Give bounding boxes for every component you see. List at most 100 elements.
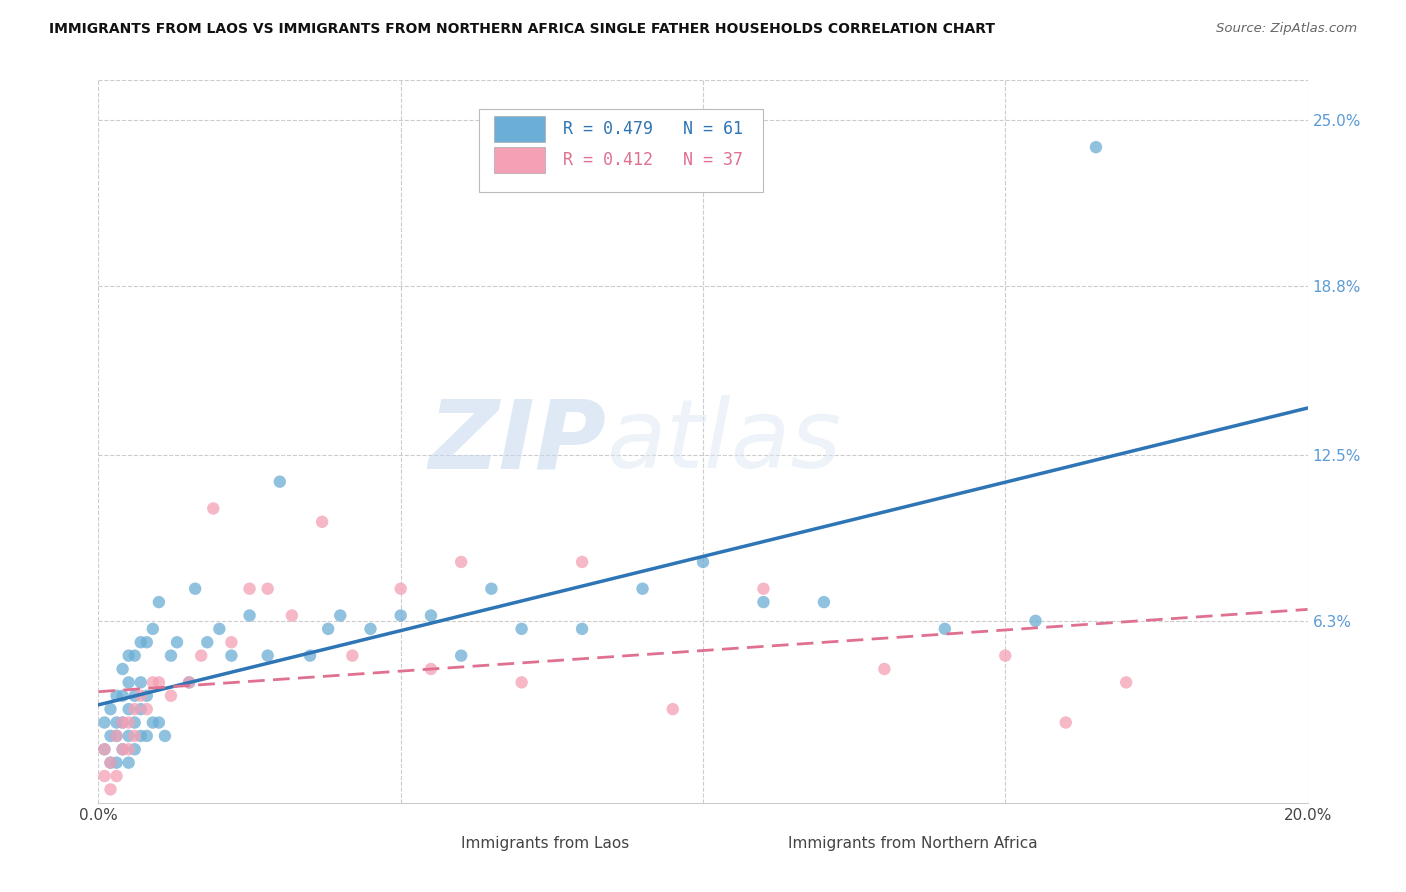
Point: [135, 729, 157, 743]
Point: [239, 608, 262, 623]
Point: [510, 622, 533, 636]
Point: [481, 582, 503, 596]
Point: [256, 582, 278, 596]
Text: IMMIGRANTS FROM LAOS VS IMMIGRANTS FROM NORTHERN AFRICA SINGLE FATHER HOUSEHOLDS: IMMIGRANTS FROM LAOS VS IMMIGRANTS FROM …: [49, 22, 995, 37]
Point: [239, 582, 262, 596]
Point: [100, 756, 122, 770]
Point: [1115, 675, 1137, 690]
FancyBboxPatch shape: [479, 109, 763, 193]
Text: atlas: atlas: [606, 395, 841, 488]
Point: [100, 702, 122, 716]
Point: [124, 648, 146, 663]
Point: [661, 702, 683, 716]
Point: [129, 729, 152, 743]
Point: [124, 742, 146, 756]
Point: [450, 555, 472, 569]
Point: [135, 635, 157, 649]
Text: ZIP: ZIP: [429, 395, 606, 488]
Point: [179, 675, 201, 690]
FancyBboxPatch shape: [751, 837, 778, 851]
Point: [221, 635, 243, 649]
Point: [160, 648, 183, 663]
Point: [1085, 140, 1108, 154]
Point: [124, 689, 146, 703]
Point: [129, 675, 152, 690]
Point: [256, 648, 278, 663]
Point: [100, 756, 122, 770]
Point: [111, 715, 134, 730]
Point: [105, 689, 128, 703]
Point: [389, 582, 412, 596]
Point: [184, 582, 207, 596]
Point: [360, 622, 382, 636]
Text: R = 0.479   N = 61: R = 0.479 N = 61: [562, 120, 742, 138]
Point: [111, 689, 134, 703]
Point: [148, 675, 170, 690]
Point: [202, 501, 225, 516]
Point: [420, 662, 443, 676]
Point: [329, 608, 352, 623]
Point: [221, 648, 243, 663]
Point: [105, 729, 128, 743]
Point: [135, 689, 157, 703]
Point: [389, 608, 412, 623]
FancyBboxPatch shape: [494, 117, 544, 142]
Point: [118, 675, 141, 690]
Point: [148, 595, 170, 609]
Point: [142, 715, 165, 730]
FancyBboxPatch shape: [494, 147, 544, 173]
Point: [166, 635, 188, 649]
Point: [316, 622, 339, 636]
Point: [100, 729, 122, 743]
Point: [118, 756, 141, 770]
Point: [118, 702, 141, 716]
Point: [571, 622, 593, 636]
Point: [100, 782, 122, 797]
Point: [129, 689, 152, 703]
Point: [118, 648, 141, 663]
Point: [93, 742, 115, 756]
Point: [692, 555, 714, 569]
Point: [450, 648, 472, 663]
Point: [752, 582, 775, 596]
Point: [105, 715, 128, 730]
Point: [118, 742, 141, 756]
Point: [129, 702, 152, 716]
Point: [994, 648, 1017, 663]
Point: [195, 635, 218, 649]
Text: Immigrants from Northern Africa: Immigrants from Northern Africa: [787, 836, 1038, 851]
Point: [111, 742, 134, 756]
Point: [208, 622, 231, 636]
Point: [142, 675, 165, 690]
Point: [111, 742, 134, 756]
Point: [873, 662, 896, 676]
Point: [124, 715, 146, 730]
Point: [342, 648, 364, 663]
Point: [148, 715, 170, 730]
Point: [420, 608, 443, 623]
Point: [571, 555, 593, 569]
Point: [118, 715, 141, 730]
Point: [1024, 614, 1046, 628]
Point: [179, 675, 201, 690]
Point: [124, 729, 146, 743]
Point: [105, 756, 128, 770]
Point: [813, 595, 835, 609]
Point: [281, 608, 304, 623]
Point: [190, 648, 212, 663]
Point: [93, 742, 115, 756]
Point: [111, 662, 134, 676]
Point: [299, 648, 322, 663]
Point: [124, 702, 146, 716]
Point: [934, 622, 956, 636]
Point: [93, 715, 115, 730]
Point: [269, 475, 291, 489]
Point: [153, 729, 176, 743]
Point: [142, 622, 165, 636]
Point: [105, 729, 128, 743]
Point: [752, 595, 775, 609]
Point: [1054, 715, 1077, 730]
Point: [510, 675, 533, 690]
Point: [311, 515, 333, 529]
Point: [631, 582, 654, 596]
